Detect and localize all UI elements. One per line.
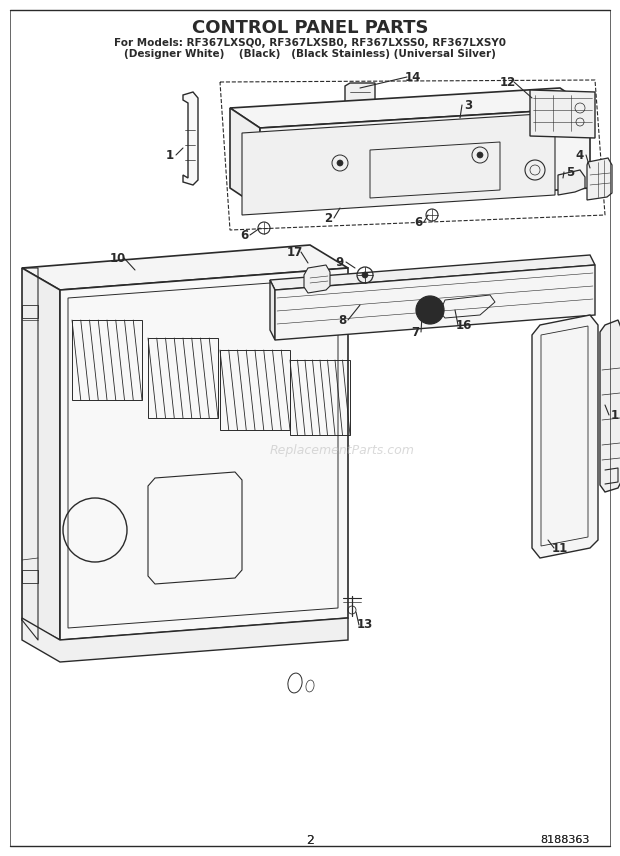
Text: 12: 12 xyxy=(500,75,516,88)
Circle shape xyxy=(416,296,444,324)
Text: 9: 9 xyxy=(336,255,344,269)
Text: 10: 10 xyxy=(110,252,126,265)
Circle shape xyxy=(337,160,343,166)
Polygon shape xyxy=(345,83,375,103)
Polygon shape xyxy=(530,90,595,138)
Text: ReplacementParts.com: ReplacementParts.com xyxy=(270,443,415,456)
Polygon shape xyxy=(22,245,348,290)
Text: 2: 2 xyxy=(324,211,332,224)
Polygon shape xyxy=(270,255,595,290)
Text: CONTROL PANEL PARTS: CONTROL PANEL PARTS xyxy=(192,19,428,37)
Text: 6: 6 xyxy=(414,216,422,229)
Text: 6: 6 xyxy=(240,229,248,241)
Text: 13: 13 xyxy=(357,619,373,632)
Text: 8: 8 xyxy=(338,313,346,326)
Text: 16: 16 xyxy=(456,318,472,331)
Text: 11: 11 xyxy=(552,542,568,555)
Text: 7: 7 xyxy=(411,325,419,338)
Polygon shape xyxy=(230,88,590,128)
Circle shape xyxy=(362,272,368,278)
Polygon shape xyxy=(600,320,620,492)
Polygon shape xyxy=(558,170,585,195)
Polygon shape xyxy=(22,268,60,640)
Text: 8188363: 8188363 xyxy=(540,835,590,845)
Text: For Models: RF367LXSQ0, RF367LXSB0, RF367LXSS0, RF367LXSY0: For Models: RF367LXSQ0, RF367LXSB0, RF36… xyxy=(114,38,506,48)
Polygon shape xyxy=(270,280,275,340)
Polygon shape xyxy=(275,265,595,340)
Polygon shape xyxy=(60,268,348,640)
Text: 2: 2 xyxy=(306,834,314,847)
Circle shape xyxy=(477,152,483,158)
Text: 1: 1 xyxy=(166,148,174,162)
Text: 17: 17 xyxy=(287,246,303,259)
Text: 3: 3 xyxy=(464,98,472,111)
Text: (Designer White)    (Black)   (Black Stainless) (Universal Silver): (Designer White) (Black) (Black Stainles… xyxy=(124,49,496,59)
Text: 14: 14 xyxy=(405,70,421,84)
Polygon shape xyxy=(532,315,598,558)
Text: 8188363: 8188363 xyxy=(540,835,590,845)
Text: 5: 5 xyxy=(566,165,574,179)
Text: 2: 2 xyxy=(306,834,314,847)
Circle shape xyxy=(427,307,433,313)
Polygon shape xyxy=(22,618,348,662)
Polygon shape xyxy=(587,158,612,200)
Polygon shape xyxy=(242,113,555,215)
Polygon shape xyxy=(304,265,330,293)
Polygon shape xyxy=(230,108,260,208)
Polygon shape xyxy=(260,108,590,208)
Text: 1: 1 xyxy=(611,408,619,421)
Polygon shape xyxy=(183,92,198,185)
Text: 4: 4 xyxy=(576,148,584,162)
